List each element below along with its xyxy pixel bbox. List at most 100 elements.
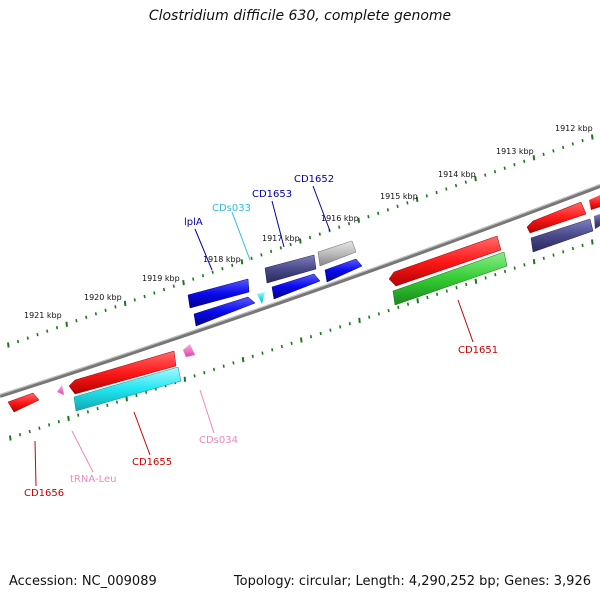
feature-cd1651[interactable] <box>388 235 502 287</box>
cd1652-lower-arrow[interactable] <box>324 258 363 283</box>
upper-tick <box>474 175 477 182</box>
lower-tick <box>193 374 196 378</box>
cd1655-arrow[interactable] <box>68 350 177 395</box>
lpla-arrow[interactable] <box>187 278 250 309</box>
feature-trna-leu[interactable] <box>57 385 64 395</box>
trna-leu-arrow[interactable] <box>57 385 64 395</box>
upper-tick <box>240 259 244 265</box>
leader-cd1656 <box>34 440 37 487</box>
upper-tick <box>347 222 351 226</box>
upper-tick <box>162 287 166 292</box>
cd1651-arrow[interactable] <box>388 235 502 287</box>
green-cds-arrow[interactable] <box>392 251 508 306</box>
upper-tick <box>172 284 175 288</box>
lower-tick <box>125 396 128 402</box>
cds033-arrow[interactable] <box>257 292 265 304</box>
upper-tick <box>7 342 10 348</box>
lower-tick <box>377 312 380 316</box>
lower-tick <box>542 256 545 260</box>
upper-tick <box>260 253 263 257</box>
label-trna-leu[interactable]: tRNA-Leu <box>70 474 116 485</box>
scale-labels: 1921 kbp 1920 kbp 1919 kbp 1918 kbp 1917… <box>24 124 593 320</box>
label-cds033[interactable]: CDs033 <box>212 203 251 214</box>
upper-tick <box>542 152 545 156</box>
lower-tick <box>348 322 351 326</box>
right-navy-arrow[interactable] <box>530 218 594 253</box>
upper-tick <box>250 256 253 260</box>
feature-cds034-cyan[interactable] <box>73 366 182 412</box>
feature-cd1652[interactable] <box>317 240 357 267</box>
upper-tick <box>445 187 448 191</box>
feature-cds034[interactable] <box>183 344 195 357</box>
upper-tick <box>231 263 234 267</box>
lower-tick <box>300 337 303 343</box>
lower-tick <box>426 295 429 300</box>
lower-tick <box>28 429 31 434</box>
lower-tick <box>57 420 60 424</box>
upper-tick <box>26 336 29 340</box>
lower-tick <box>406 302 410 306</box>
feature-cd1651-green[interactable] <box>392 251 508 306</box>
upper-tick <box>464 180 467 184</box>
upper-tick <box>591 134 594 140</box>
lower-tick <box>241 356 245 363</box>
cd1653-lower-arrow[interactable] <box>271 273 321 300</box>
lower-tick <box>280 344 283 349</box>
lower-tick <box>9 435 12 441</box>
label-cd1656[interactable]: CD1656 <box>24 488 64 499</box>
feature-cd1653[interactable] <box>264 254 317 284</box>
upper-tick <box>94 312 97 316</box>
cd1652-arrow[interactable] <box>317 240 357 267</box>
feature-right-navy[interactable] <box>530 218 594 253</box>
feature-cds033[interactable] <box>257 292 265 304</box>
feature-right-red[interactable] <box>526 201 587 234</box>
scale-label-1915: 1915 kbp <box>380 192 418 201</box>
lower-tick <box>494 273 497 277</box>
label-lpla[interactable]: lplA <box>184 217 203 228</box>
feature-cd1653-lower[interactable] <box>271 273 321 300</box>
leader-cd1651 <box>457 299 474 343</box>
edge-navy-arrow[interactable] <box>594 214 600 229</box>
feature-lpla-lower[interactable] <box>193 296 256 327</box>
cds034-arrow[interactable] <box>183 344 195 357</box>
lower-tick <box>416 298 419 304</box>
feature-cd1656[interactable] <box>7 392 40 413</box>
feature-edge-navy[interactable] <box>594 214 600 229</box>
lower-tick <box>309 335 313 339</box>
upper-tick <box>182 279 185 286</box>
label-cd1655[interactable]: CD1655 <box>132 457 172 468</box>
label-cd1652[interactable]: CD1652 <box>294 174 334 185</box>
genome-backbone <box>0 184 600 398</box>
lower-tick <box>86 410 89 414</box>
feature-cd1655[interactable] <box>68 350 177 395</box>
label-cd1653[interactable]: CD1653 <box>252 189 292 200</box>
edge-red-arrow[interactable] <box>589 195 600 210</box>
lower-tick <box>145 390 148 394</box>
lower-tick <box>523 263 526 267</box>
feature-edge-red[interactable] <box>589 195 600 210</box>
lower-tick <box>397 305 400 309</box>
leader-lpla <box>194 228 213 271</box>
upper-tick <box>85 315 88 319</box>
lower-tick <box>339 325 342 329</box>
upper-tick <box>36 332 39 337</box>
scale-label-1914: 1914 kbp <box>438 170 476 179</box>
cyan-cds-arrow[interactable] <box>73 366 182 412</box>
lpla-lower-arrow[interactable] <box>193 296 256 327</box>
lower-tick <box>232 361 235 365</box>
lower-tick <box>532 258 536 265</box>
label-cd1651[interactable]: CD1651 <box>458 345 498 356</box>
scale-label-1917: 1917 kbp <box>262 234 300 243</box>
feature-cd1652-lower[interactable] <box>324 258 363 283</box>
cd1656-arrow[interactable] <box>7 392 40 413</box>
label-cds034[interactable]: CDs034 <box>199 435 238 446</box>
accession-label: Accession: NC_009089 <box>9 574 157 589</box>
lower-tick <box>18 433 22 437</box>
cd1653-arrow[interactable] <box>264 254 317 284</box>
right-red-arrow[interactable] <box>526 201 587 234</box>
upper-tick <box>270 249 273 254</box>
feature-lpla[interactable] <box>187 278 250 309</box>
upper-tick <box>493 170 497 174</box>
topology-label: Topology: circular; Length: 4,290,252 bp… <box>233 574 591 589</box>
